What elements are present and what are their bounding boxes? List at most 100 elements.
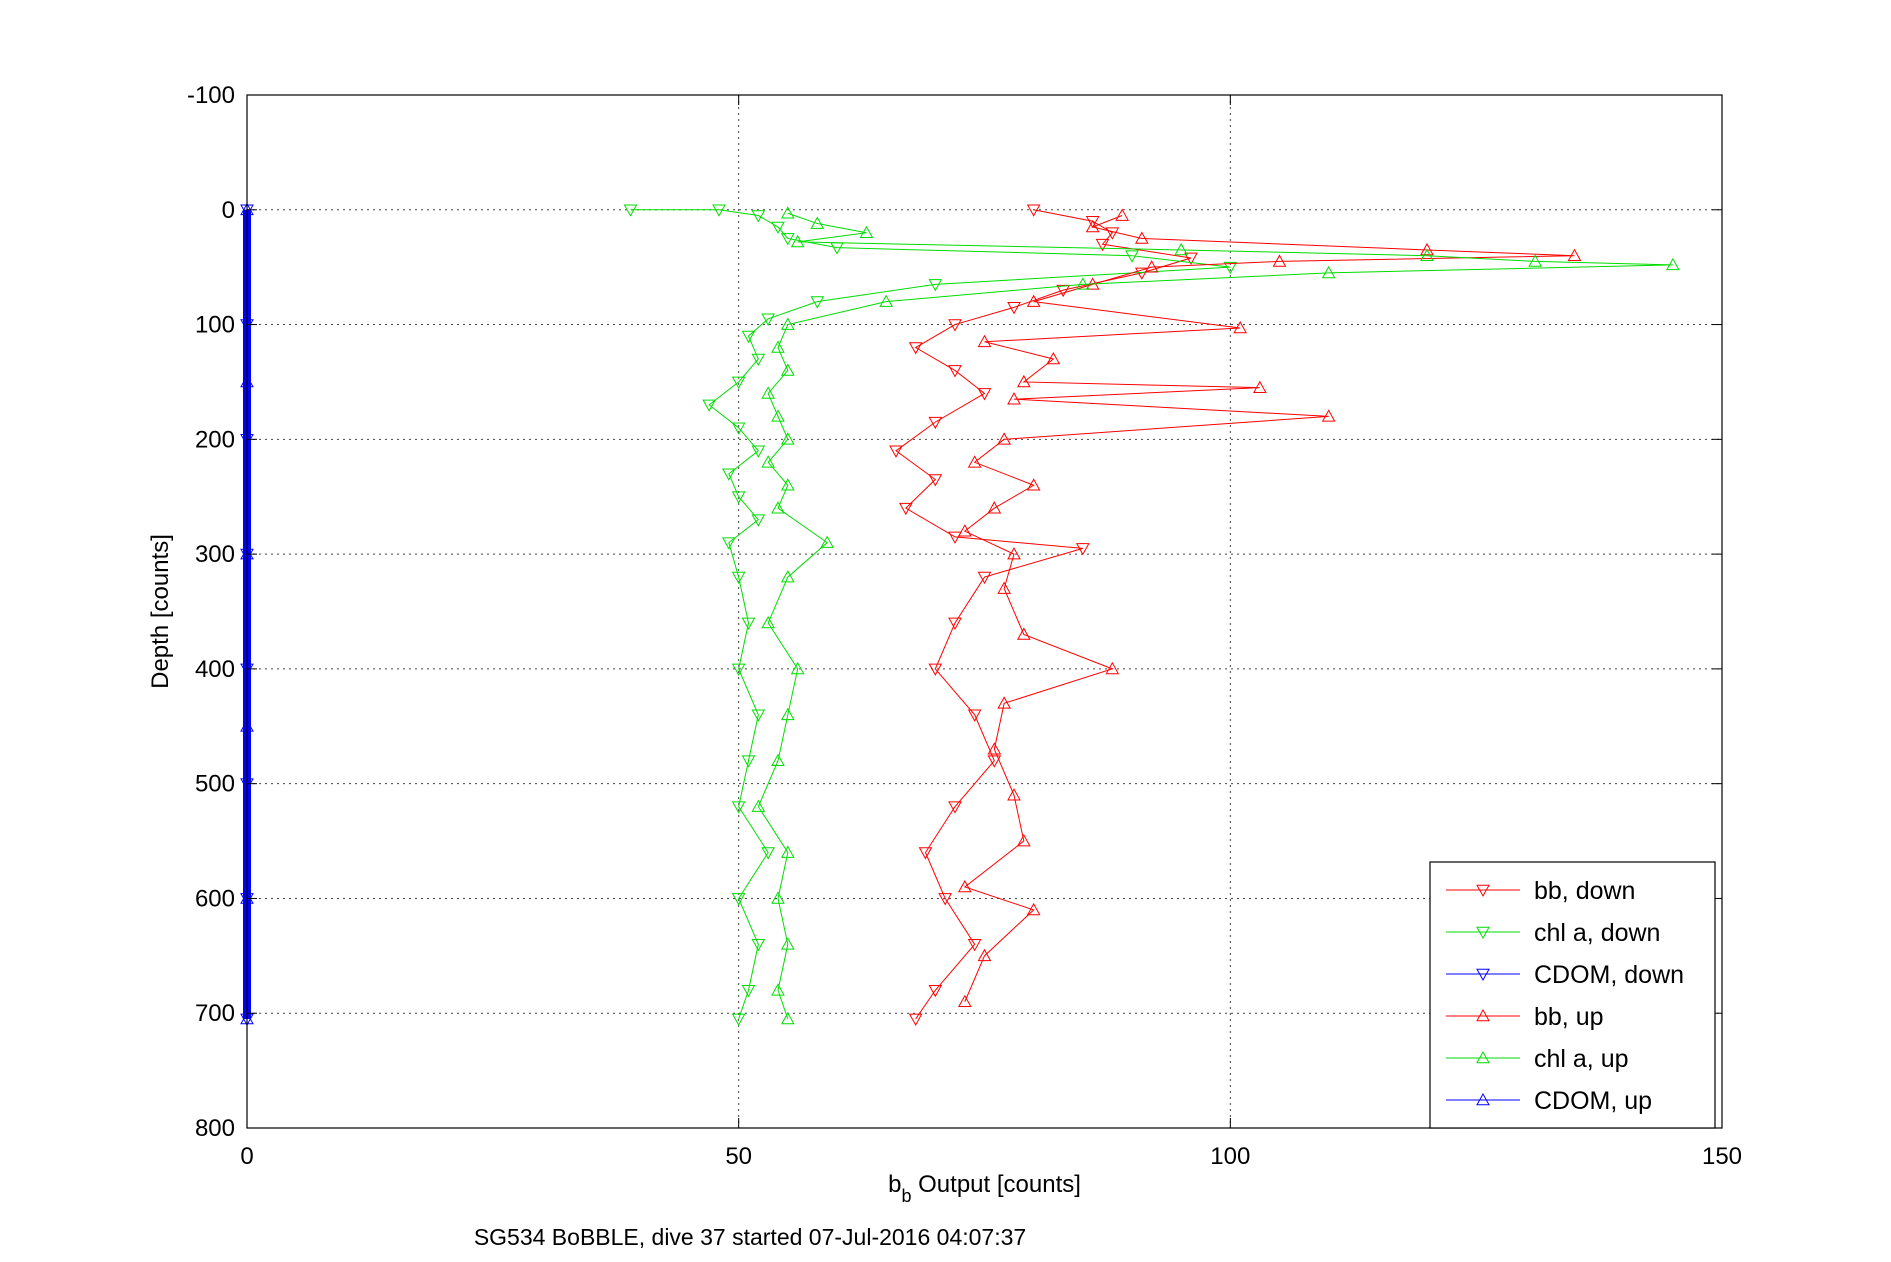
y-tick-label: 400: [195, 656, 235, 683]
data-point: [1085, 219, 1100, 233]
data-point: [1134, 231, 1149, 244]
data-point: [948, 617, 962, 631]
data-point: [712, 204, 726, 217]
data-point: [731, 801, 746, 814]
y-axis-title: Depth [counts]: [147, 534, 174, 689]
data-point: [623, 204, 638, 217]
data-point: [731, 491, 746, 504]
y-tick-label: 100: [195, 312, 235, 339]
data-point: [771, 983, 785, 996]
data-point: [1184, 252, 1198, 266]
data-point: [771, 409, 785, 422]
data-point: [908, 1013, 923, 1026]
data-point: [1567, 248, 1582, 261]
y-tick-label: -100: [187, 82, 235, 109]
y-tick-label: 300: [195, 541, 235, 568]
y-tick-label: 600: [195, 885, 235, 912]
data-point: [1420, 248, 1434, 261]
legend-label: CDOM, up: [1534, 1087, 1652, 1115]
legend-label: bb, down: [1534, 877, 1635, 905]
data-point: [1007, 392, 1021, 405]
legend: bb, down chl a, down CDOM, down bb, up chl a…: [1429, 861, 1716, 1129]
data-point: [771, 340, 785, 353]
data-point: [741, 755, 756, 768]
legend-swatch-marker: [1476, 1008, 1490, 1022]
data-point: [977, 334, 992, 348]
data-point: [761, 455, 776, 468]
data-point: [957, 524, 972, 537]
data-point: [751, 210, 766, 223]
data-point: [1007, 302, 1021, 315]
data-point: [967, 939, 982, 952]
data-point: [1223, 261, 1238, 275]
data-point: [1075, 277, 1090, 290]
data-point: [810, 216, 825, 229]
series-line: [963, 215, 1575, 1002]
data-point: [751, 514, 766, 527]
legend-label: chl a, up: [1534, 1045, 1629, 1073]
y-tick-label: 200: [195, 426, 235, 453]
data-point: [721, 537, 736, 550]
data-point: [1016, 834, 1031, 847]
data-point: [1252, 380, 1267, 393]
data-point: [898, 502, 913, 516]
data-point: [987, 742, 1002, 755]
data-point: [751, 709, 766, 722]
data-point: [1321, 265, 1336, 279]
data-point: [948, 801, 962, 814]
data-point: [938, 893, 953, 906]
data-point: [751, 939, 766, 952]
data-point: [1144, 260, 1159, 273]
data-point: [1105, 661, 1120, 675]
data-point: [1105, 227, 1120, 240]
data-point: [997, 581, 1012, 594]
data-point: [1272, 254, 1287, 267]
data-point: [771, 501, 785, 514]
data-point: [928, 984, 943, 998]
data-point: [780, 707, 795, 721]
data-point: [1085, 215, 1100, 229]
data-point: [1026, 204, 1041, 217]
data-point: [761, 847, 776, 860]
data-point: [780, 478, 795, 491]
data-point: [987, 501, 1002, 514]
data-point: [1174, 242, 1189, 256]
legend-swatch-marker: [1476, 884, 1490, 898]
data-point: [780, 363, 795, 376]
data-point: [1007, 547, 1021, 560]
data-point: [1665, 257, 1680, 271]
data-point: [1233, 320, 1248, 334]
data-point: [948, 531, 962, 544]
data-point: [1046, 351, 1061, 365]
data-point: [702, 399, 717, 412]
data-point: [957, 994, 972, 1008]
legend-item: CDOM, up: [1446, 1087, 1652, 1115]
data-point: [977, 571, 992, 585]
data-point: [761, 313, 776, 326]
data-point: [889, 445, 903, 458]
series-line: [757, 212, 1673, 1020]
series-line: [895, 209, 1192, 1020]
x-tick-label: 100: [1210, 1143, 1250, 1170]
data-point: [771, 753, 785, 767]
legend-swatch-marker: [1476, 1050, 1490, 1064]
data-point: [721, 468, 736, 481]
data-point: [928, 663, 943, 676]
data-point: [771, 891, 785, 904]
data-point: [1420, 242, 1434, 256]
data-point: [790, 661, 805, 675]
data-point: [879, 294, 894, 307]
y-tick-label: 0: [222, 197, 235, 224]
series-chl-a-down: [623, 204, 1238, 1026]
data-point: [1007, 788, 1021, 801]
data-point: [1321, 409, 1336, 422]
data-point: [1115, 208, 1130, 221]
data-point: [820, 535, 835, 548]
data-point: [859, 225, 874, 239]
data-point: [780, 845, 795, 858]
legend-label: bb, up: [1534, 1003, 1604, 1031]
data-point: [948, 365, 962, 378]
data-point: [987, 755, 1002, 768]
series-bb-down: [889, 204, 1198, 1026]
data-point: [741, 330, 756, 344]
